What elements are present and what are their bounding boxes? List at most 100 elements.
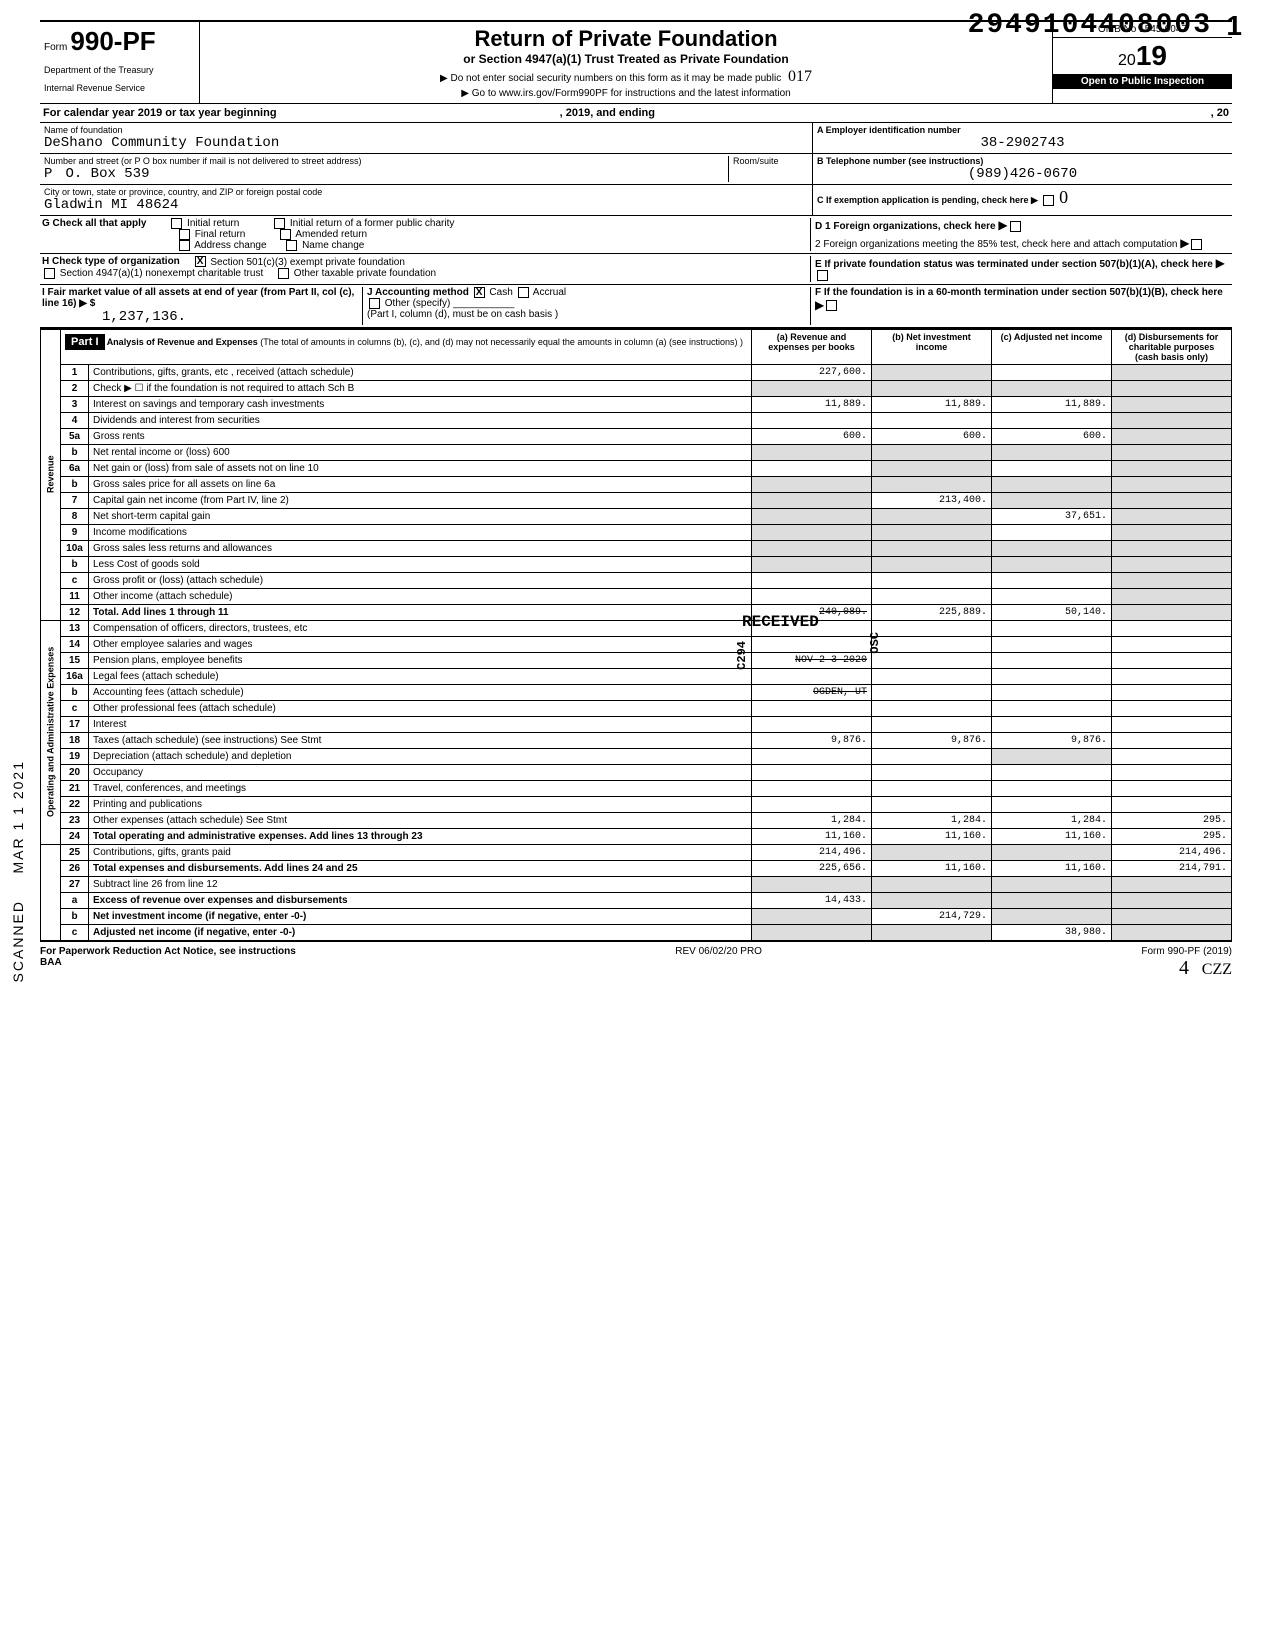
h-other-checkbox[interactable]	[278, 268, 289, 279]
row-b	[872, 876, 992, 892]
row-b: 9,876.	[872, 732, 992, 748]
g-final-checkbox[interactable]	[179, 229, 190, 240]
row-d	[1112, 428, 1232, 444]
row-a	[752, 700, 872, 716]
row-num: 12	[61, 604, 89, 620]
part1-desc: (The total of amounts in columns (b), (c…	[260, 337, 743, 347]
f-checkbox[interactable]	[826, 300, 837, 311]
g-name-checkbox[interactable]	[286, 240, 297, 251]
row-b	[872, 476, 992, 492]
row-d	[1112, 556, 1232, 572]
d2-label: 2 Foreign organizations meeting the 85% …	[815, 239, 1177, 250]
row-c: 600.	[992, 428, 1112, 444]
row-num: 4	[61, 412, 89, 428]
g-initial-label: Initial return	[187, 218, 239, 229]
row-label: Net gain or (loss) from sale of assets n…	[89, 460, 752, 476]
row-a	[752, 412, 872, 428]
row-a	[752, 908, 872, 924]
row-d	[1112, 396, 1232, 412]
g-former-label: Initial return of a former public charit…	[290, 218, 455, 229]
year-bold: 19	[1136, 40, 1167, 71]
row-a	[752, 444, 872, 460]
row-d	[1112, 876, 1232, 892]
row-a: 225,656.	[752, 860, 872, 876]
j-other-checkbox[interactable]	[369, 298, 380, 309]
identity-block: Name of foundation DeShano Community Fou…	[40, 123, 1232, 216]
row-label: Pension plans, employee benefitsC294	[89, 652, 752, 668]
row-a	[752, 540, 872, 556]
city-line: City or town, state or province, country…	[40, 185, 812, 215]
stamp-received: RECEIVED	[742, 613, 819, 631]
handwritten-init: 017	[788, 68, 812, 85]
g-addr-checkbox[interactable]	[179, 240, 190, 251]
row-d	[1112, 364, 1232, 380]
d2-checkbox[interactable]	[1191, 239, 1202, 250]
tax-year: 2019	[1053, 38, 1232, 74]
row-c	[992, 652, 1112, 668]
g-amended-checkbox[interactable]	[280, 229, 291, 240]
g-initial-checkbox[interactable]	[171, 218, 182, 229]
year-prefix: 20	[1118, 52, 1136, 69]
row-c	[992, 700, 1112, 716]
row-label: Contributions, gifts, grants paid	[89, 844, 752, 860]
h-4947-checkbox[interactable]	[44, 268, 55, 279]
row-num: c	[61, 700, 89, 716]
row-num: a	[61, 892, 89, 908]
row-d	[1112, 780, 1232, 796]
row-c	[992, 572, 1112, 588]
row-num: c	[61, 572, 89, 588]
row-c	[992, 556, 1112, 572]
row-d: 295.	[1112, 828, 1232, 844]
row-label: Gross profit or (loss) (attach schedule)	[89, 572, 752, 588]
row-b	[872, 572, 992, 588]
row-d	[1112, 476, 1232, 492]
row-c: 11,889.	[992, 396, 1112, 412]
e-checkbox[interactable]	[817, 270, 828, 281]
row-a	[752, 780, 872, 796]
col-b-header: (b) Net investment income	[872, 329, 992, 364]
row-b	[872, 700, 992, 716]
row-c	[992, 636, 1112, 652]
ein-value: 38-2902743	[817, 135, 1228, 151]
row-c	[992, 476, 1112, 492]
d1-checkbox[interactable]	[1010, 221, 1021, 232]
row-num: 23	[61, 812, 89, 828]
row-d	[1112, 588, 1232, 604]
row-label: Less Cost of goods sold	[89, 556, 752, 572]
row-d: 295.	[1112, 812, 1232, 828]
g-former-checkbox[interactable]	[274, 218, 285, 229]
row-num: 2	[61, 380, 89, 396]
row-label: Net rental income or (loss) 600	[89, 444, 752, 460]
name-label: Name of foundation	[44, 125, 808, 135]
row-d	[1112, 684, 1232, 700]
j-cash-checkbox[interactable]: X	[474, 287, 485, 298]
section-i-j-f: I Fair market value of all assets at end…	[40, 285, 1232, 329]
e-label: E If private foundation status was termi…	[815, 259, 1213, 270]
row-a	[752, 460, 872, 476]
row-c	[992, 412, 1112, 428]
row-d	[1112, 764, 1232, 780]
row-label: Contributions, gifts, grants, etc , rece…	[89, 364, 752, 380]
public-inspection: Open to Public Inspection	[1053, 74, 1232, 89]
ein-line: A Employer identification number 38-2902…	[813, 123, 1232, 154]
row-a: 227,600.	[752, 364, 872, 380]
row-c	[992, 748, 1112, 764]
j-accrual-checkbox[interactable]	[518, 287, 529, 298]
row-label: Total. Add lines 1 through 11	[89, 604, 752, 620]
form-id-box: Form 990-PF Department of the Treasury I…	[40, 22, 200, 103]
row-b	[872, 524, 992, 540]
c-checkbox[interactable]	[1043, 195, 1054, 206]
dept-irs: Internal Revenue Service	[44, 83, 195, 93]
row-c	[992, 684, 1112, 700]
row-label: Check ▶ ☐ if the foundation is not requi…	[89, 380, 752, 396]
row-a	[752, 924, 872, 940]
row-d	[1112, 380, 1232, 396]
row-b	[872, 780, 992, 796]
room-label: Room/suite	[733, 156, 808, 166]
row-a	[752, 476, 872, 492]
h-501-checkbox[interactable]: X	[195, 256, 206, 267]
row-c: 38,980.	[992, 924, 1112, 940]
j-cash-label: Cash	[489, 287, 512, 298]
row-num: 14	[61, 636, 89, 652]
row-b	[872, 796, 992, 812]
